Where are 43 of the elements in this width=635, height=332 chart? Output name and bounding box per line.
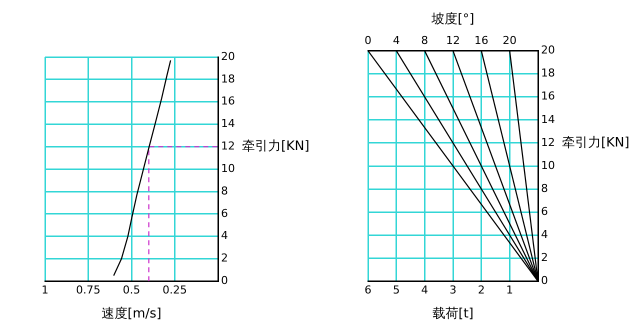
x-tick-label: 4 (421, 284, 428, 297)
y-tick-label: 4 (541, 228, 548, 241)
y-tick-label: 0 (541, 274, 548, 288)
y-tick-label: 20 (541, 44, 556, 57)
x-axis-title: 速度[m/s] (102, 306, 162, 322)
y-axis-title: 牵引力[KN] (242, 139, 310, 154)
x2-tick-label: 0 (364, 34, 372, 48)
y-axis-title: 牵引力[KN] (562, 135, 630, 150)
y-tick-label: 18 (541, 66, 556, 80)
x2-tick-label: 12 (446, 34, 460, 48)
y-tick-label: 12 (541, 136, 556, 149)
y-tick-label: 14 (221, 117, 236, 130)
y-tick-label: 14 (541, 112, 556, 126)
y-tick-label: 6 (541, 204, 548, 218)
y-tick-label: 0 (221, 274, 228, 288)
y-tick-label: 4 (221, 229, 228, 242)
y-tick-label: 16 (541, 90, 556, 103)
y-tick-label: 2 (221, 252, 228, 265)
x-tick-label: 1 (42, 284, 48, 297)
x-tick-label: 3 (450, 284, 456, 297)
y-tick-label: 12 (221, 140, 236, 153)
x-tick-label: 0.75 (76, 284, 100, 297)
y-tick-label: 2 (541, 251, 548, 264)
y-tick-label: 18 (221, 72, 236, 86)
x2-tick-label: 4 (392, 34, 400, 48)
x-axis-title: 载荷[t] (432, 306, 474, 322)
y-tick-label: 8 (541, 182, 548, 195)
x2-tick-label: 20 (502, 34, 517, 48)
x-tick-label: 0.5 (122, 284, 140, 297)
x2-tick-label: 16 (474, 34, 488, 48)
x2-axis-title: 坡度[°] (430, 11, 474, 28)
y-tick-label: 10 (221, 162, 236, 175)
x-tick-label: 0.25 (162, 284, 187, 297)
y-tick-label: 16 (221, 94, 236, 108)
y-tick-label: 6 (221, 206, 228, 220)
x2-tick-label: 8 (421, 34, 428, 48)
x-tick-label: 1 (506, 284, 514, 297)
x-tick-label: 5 (392, 284, 400, 297)
y-tick-label: 8 (221, 184, 228, 198)
y-tick-label: 10 (541, 158, 556, 172)
x-tick-label: 6 (364, 284, 372, 297)
x-tick-label: 2 (478, 284, 485, 297)
y-tick-label: 20 (221, 50, 236, 63)
